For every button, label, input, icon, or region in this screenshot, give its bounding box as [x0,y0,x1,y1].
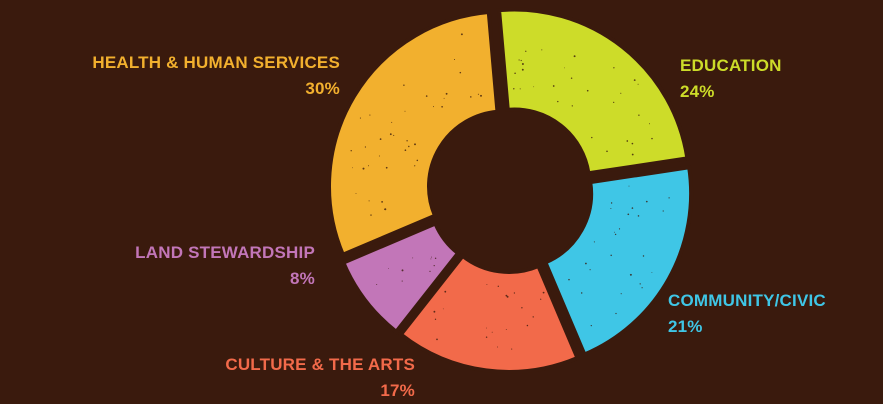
slice-texture [568,185,670,327]
label-health-human-services: HEALTH & HUMAN SERVICES 30% [30,50,340,102]
percent-label: 21% [668,317,703,336]
donut-slice-health-human-services [327,9,500,258]
label-education: EDUCATION 24% [680,53,782,105]
category-label: COMMUNITY/CIVIC [668,291,826,310]
donut-slice-land-stewardship [340,220,461,335]
category-label: CULTURE & THE ARTS [225,355,415,374]
slice-texture [513,49,653,156]
donut-slice-culture-the-arts [398,253,581,374]
donut-slice-education [496,7,690,176]
percent-label: 17% [380,381,415,400]
label-land-stewardship: LAND STEWARDSHIP 8% [40,240,315,292]
category-label: LAND STEWARDSHIP [135,243,315,262]
percent-label: 24% [680,82,715,101]
percent-label: 30% [305,79,340,98]
slice-texture [350,33,482,216]
donut-slice-community-civic [542,164,694,358]
slice-texture [433,283,545,350]
percent-label: 8% [290,269,315,288]
label-culture-arts: CULTURE & THE ARTS 17% [110,352,415,404]
label-community-civic: COMMUNITY/CIVIC 21% [668,288,826,340]
category-label: EDUCATION [680,56,782,75]
slice-texture [376,256,437,285]
category-label: HEALTH & HUMAN SERVICES [92,53,340,72]
